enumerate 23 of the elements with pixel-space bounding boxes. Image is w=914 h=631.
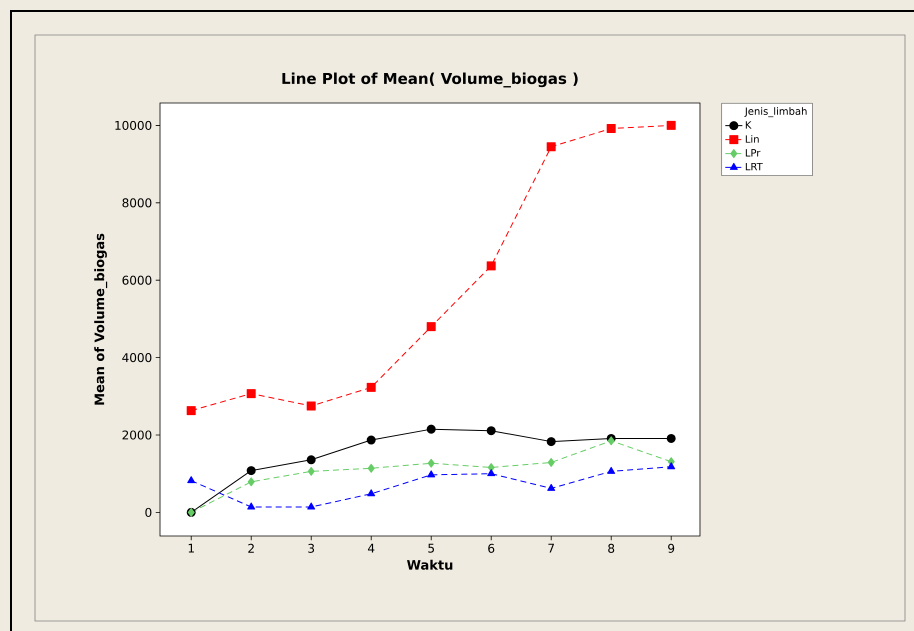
x-tick-label: 4 <box>368 544 374 553</box>
chart-title: Line Plot of Mean( Volume_biogas ) <box>282 72 578 88</box>
x-tick-label: 3 <box>308 544 314 553</box>
legend-title: Jenis_limbah <box>744 107 807 118</box>
x-tick-label: 9 <box>668 544 674 553</box>
x-tick-label: 6 <box>488 544 494 553</box>
y-tick-label: 6000 <box>122 276 152 285</box>
x-axis-title: Waktu <box>407 560 452 570</box>
legend-label: LPr <box>746 149 760 156</box>
x-tick-label: 8 <box>608 544 614 553</box>
y-tick-label: 10000 <box>115 120 152 130</box>
x-tick-label: 1 <box>188 544 194 553</box>
x-tick-label: 5 <box>428 544 434 553</box>
y-tick-label: 8000 <box>122 198 152 208</box>
y-axis-title: Mean of Volume_biogas <box>94 234 108 405</box>
y-tick-label: 0 <box>145 508 152 517</box>
y-tick-label: 4000 <box>122 353 152 362</box>
x-tick-label: 2 <box>248 544 254 553</box>
y-tick-label: 2000 <box>122 430 152 440</box>
legend-label: K <box>746 121 752 129</box>
legend-label: LRT <box>746 162 763 170</box>
x-tick-label: 7 <box>548 544 554 553</box>
legend-label: Lin <box>746 135 759 143</box>
